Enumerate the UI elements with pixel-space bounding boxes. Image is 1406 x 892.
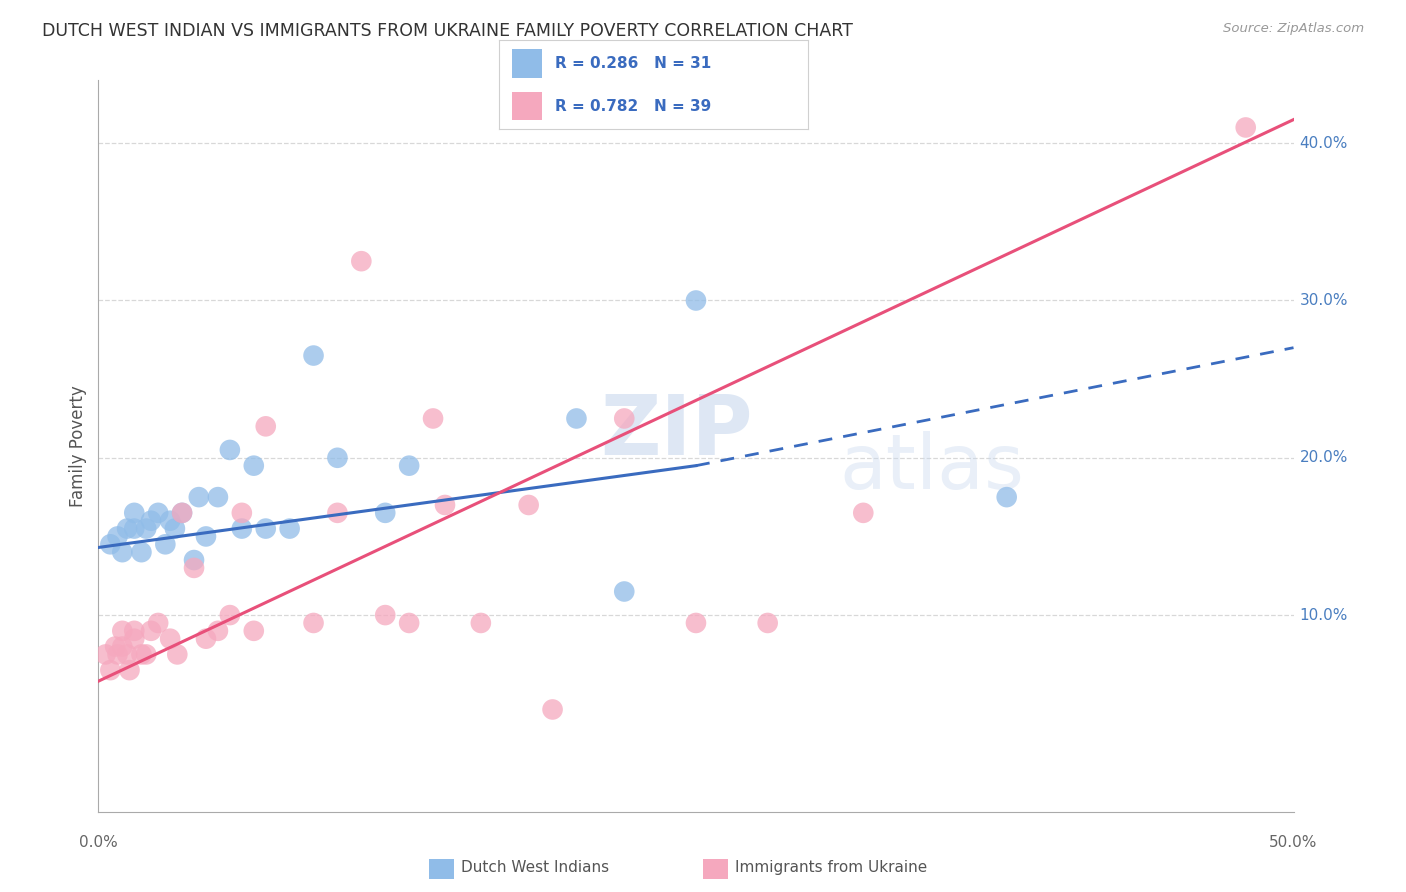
Point bbox=[302, 615, 325, 630]
Text: Dutch West Indians: Dutch West Indians bbox=[461, 860, 609, 874]
Point bbox=[422, 411, 444, 425]
Point bbox=[613, 411, 636, 425]
Point bbox=[111, 545, 134, 559]
Point bbox=[541, 702, 564, 716]
Point bbox=[139, 514, 162, 528]
Text: ZIP: ZIP bbox=[600, 391, 752, 472]
Point bbox=[131, 648, 153, 662]
Point bbox=[163, 522, 186, 536]
Text: R = 0.782   N = 39: R = 0.782 N = 39 bbox=[555, 99, 711, 113]
Text: 10.0%: 10.0% bbox=[1299, 607, 1348, 623]
Point bbox=[98, 537, 122, 551]
Y-axis label: Family Poverty: Family Poverty bbox=[69, 385, 87, 507]
Point bbox=[398, 458, 420, 473]
Text: R = 0.286   N = 31: R = 0.286 N = 31 bbox=[555, 56, 711, 70]
Point bbox=[231, 522, 253, 536]
Point bbox=[852, 506, 875, 520]
Point bbox=[565, 411, 588, 425]
Point bbox=[613, 584, 636, 599]
Point bbox=[155, 537, 177, 551]
Point bbox=[124, 632, 146, 646]
Text: Immigrants from Ukraine: Immigrants from Ukraine bbox=[735, 860, 928, 874]
Point bbox=[107, 648, 129, 662]
Point bbox=[433, 498, 456, 512]
Text: 40.0%: 40.0% bbox=[1299, 136, 1348, 151]
Point bbox=[374, 506, 396, 520]
Point bbox=[135, 522, 157, 536]
Point bbox=[685, 615, 707, 630]
Point bbox=[326, 450, 349, 465]
Text: Source: ZipAtlas.com: Source: ZipAtlas.com bbox=[1223, 22, 1364, 36]
Point bbox=[756, 615, 779, 630]
Text: DUTCH WEST INDIAN VS IMMIGRANTS FROM UKRAINE FAMILY POVERTY CORRELATION CHART: DUTCH WEST INDIAN VS IMMIGRANTS FROM UKR… bbox=[42, 22, 853, 40]
Text: 20.0%: 20.0% bbox=[1299, 450, 1348, 466]
Point bbox=[111, 624, 134, 638]
Point bbox=[111, 640, 134, 654]
Point bbox=[278, 522, 301, 536]
Point bbox=[470, 615, 492, 630]
Point bbox=[172, 506, 194, 520]
Point bbox=[350, 254, 373, 268]
Point bbox=[1234, 120, 1257, 135]
Point bbox=[159, 514, 181, 528]
Point bbox=[231, 506, 253, 520]
Point bbox=[254, 419, 277, 434]
Point bbox=[194, 632, 217, 646]
Point bbox=[243, 624, 266, 638]
Point bbox=[131, 545, 153, 559]
Point bbox=[219, 442, 242, 457]
Point bbox=[254, 522, 277, 536]
Point bbox=[995, 490, 1018, 504]
Point bbox=[326, 506, 349, 520]
Point bbox=[115, 648, 138, 662]
Point bbox=[139, 624, 162, 638]
Point bbox=[148, 615, 170, 630]
Point bbox=[166, 648, 188, 662]
Point bbox=[243, 458, 266, 473]
Point bbox=[219, 608, 242, 623]
Bar bbox=[512, 49, 543, 78]
Point bbox=[685, 293, 707, 308]
Point bbox=[194, 529, 217, 543]
Point bbox=[124, 506, 146, 520]
Text: 0.0%: 0.0% bbox=[79, 835, 118, 850]
Point bbox=[98, 663, 122, 677]
Point bbox=[135, 648, 157, 662]
Point bbox=[172, 506, 194, 520]
Point bbox=[115, 522, 138, 536]
Bar bbox=[512, 92, 543, 120]
Point bbox=[183, 553, 205, 567]
Point bbox=[148, 506, 170, 520]
Point bbox=[398, 615, 420, 630]
Point bbox=[159, 632, 181, 646]
Point bbox=[94, 648, 117, 662]
Point bbox=[118, 663, 141, 677]
Text: 30.0%: 30.0% bbox=[1299, 293, 1348, 308]
Point bbox=[207, 490, 229, 504]
Point bbox=[104, 640, 127, 654]
Point bbox=[124, 522, 146, 536]
Text: atlas: atlas bbox=[839, 431, 1024, 505]
Point bbox=[302, 349, 325, 363]
Text: 50.0%: 50.0% bbox=[1270, 835, 1317, 850]
Point bbox=[107, 529, 129, 543]
Point bbox=[183, 561, 205, 575]
Point bbox=[517, 498, 540, 512]
Point bbox=[187, 490, 209, 504]
Point bbox=[207, 624, 229, 638]
Point bbox=[374, 608, 396, 623]
Point bbox=[124, 624, 146, 638]
